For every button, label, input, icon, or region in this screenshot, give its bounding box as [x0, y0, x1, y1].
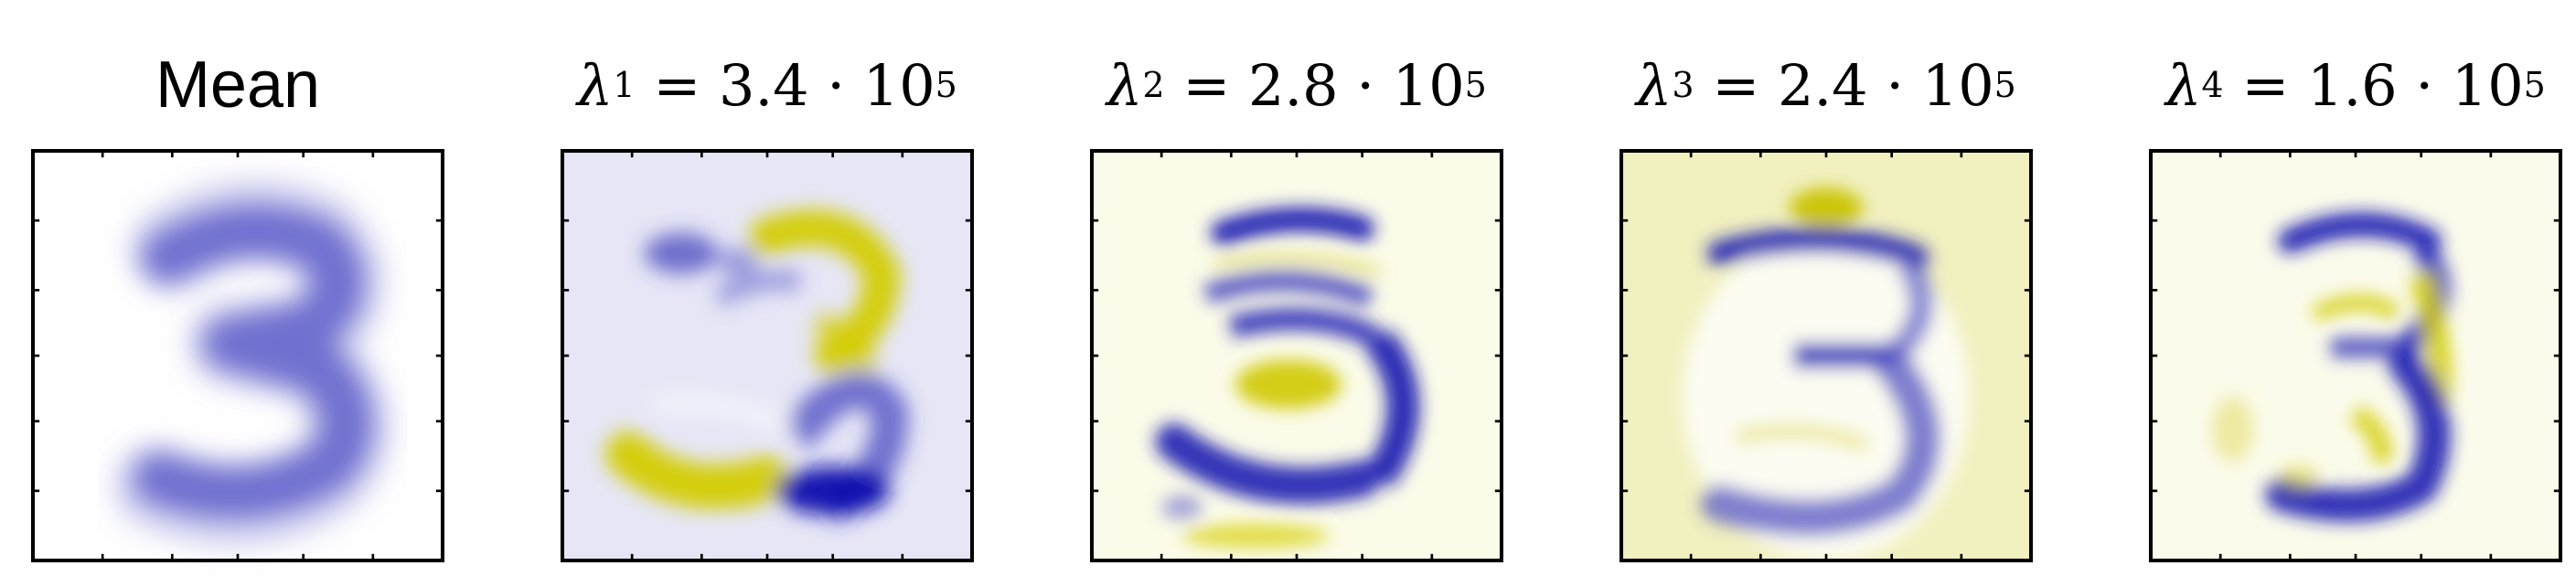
axis-ticks — [1092, 151, 1502, 560]
times-dot: · — [1886, 51, 1905, 119]
times-dot: · — [827, 51, 846, 119]
lambda-index: 1 — [613, 65, 636, 105]
eigen-2-pattern — [1155, 207, 1420, 549]
lambda-symbol: λ — [2165, 51, 2202, 119]
lambda-index: 3 — [1672, 65, 1694, 105]
panel-image-eigen-2 — [1089, 148, 1504, 563]
panel-image-eigen-1 — [560, 148, 975, 563]
equals-sign: = — [1182, 51, 1231, 119]
lambda-index: 2 — [1142, 65, 1165, 105]
panel-title-mean: Mean — [33, 35, 443, 135]
power-base: 10 — [862, 51, 935, 119]
lambda-symbol: λ — [577, 51, 614, 119]
panel-image-eigen-4 — [2148, 148, 2563, 563]
times-dot: · — [2415, 51, 2434, 119]
eigen-1-pattern — [605, 209, 909, 525]
lambda-symbol: λ — [1636, 51, 1673, 119]
equals-sign: = — [653, 51, 701, 119]
axis-ticks — [2151, 151, 2560, 560]
panel-image-eigen-3 — [1619, 148, 2034, 563]
lambda-symbol: λ — [1106, 51, 1143, 119]
power-exponent: 5 — [1464, 65, 1487, 105]
power-exponent: 5 — [935, 65, 957, 105]
eigen-3-pattern — [1683, 187, 1970, 560]
power-exponent: 5 — [2523, 65, 2546, 105]
power-base: 10 — [1392, 51, 1465, 119]
lambda-index: 4 — [2201, 65, 2224, 105]
equals-sign: = — [1712, 51, 1760, 119]
power-base: 10 — [1921, 51, 1994, 119]
eigenvalue-coefficient: 2.8 — [1248, 51, 1339, 119]
eigenvalue-coefficient: 1.6 — [2307, 51, 2398, 119]
axis-ticks — [33, 151, 444, 560]
eigenvalue-coefficient: 2.4 — [1778, 51, 1868, 119]
panel-image-mean — [30, 148, 445, 563]
axis-ticks — [1621, 151, 2031, 560]
power-exponent: 5 — [1993, 65, 2016, 105]
power-base: 10 — [2451, 51, 2524, 119]
times-dot: · — [1356, 51, 1375, 119]
axis-ticks — [562, 151, 972, 560]
mean-title-text: Mean — [155, 48, 321, 122]
eigenvalue-coefficient: 3.4 — [719, 51, 809, 119]
mean-digit-three — [112, 177, 392, 548]
equals-sign: = — [2241, 51, 2290, 119]
eigen-4-pattern — [2212, 212, 2453, 522]
